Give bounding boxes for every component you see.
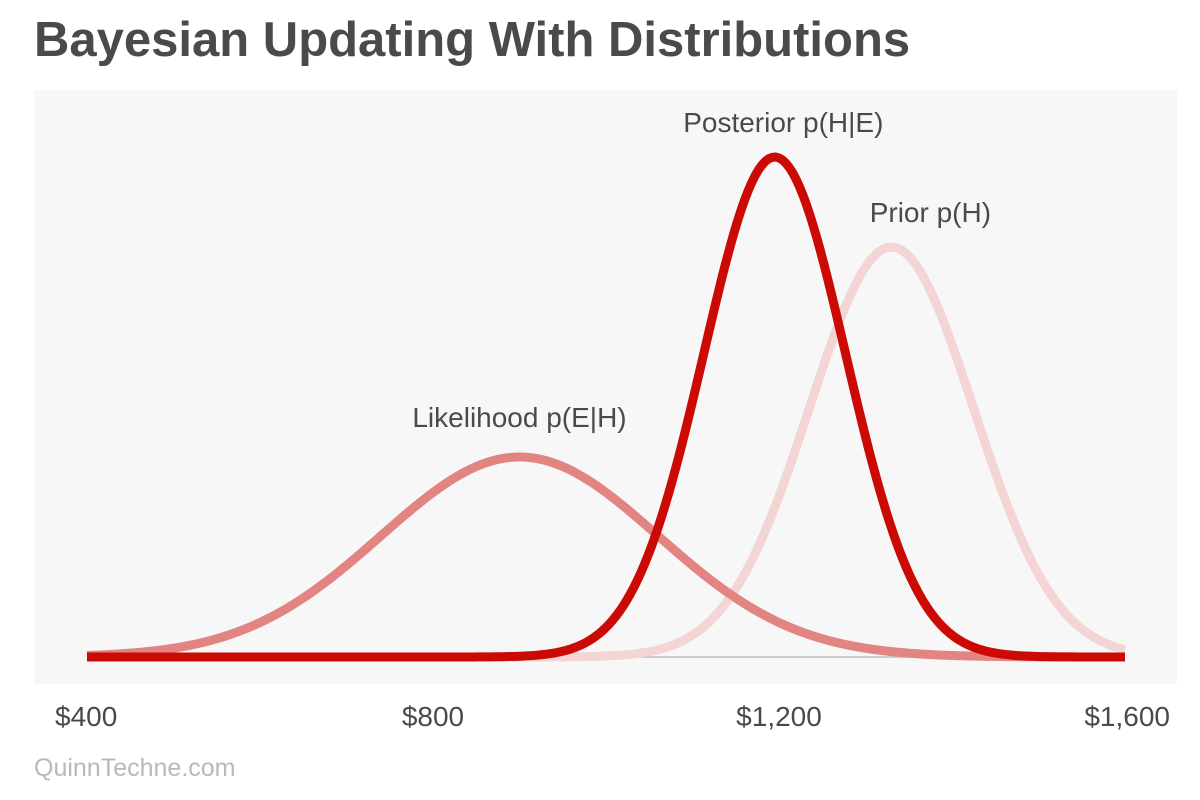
curve-posterior-p-h-e bbox=[85, 152, 1127, 662]
x-tick-label: $1,200 bbox=[736, 701, 822, 732]
label-prior-p-h: Prior p(H) bbox=[870, 197, 991, 228]
x-tick-label: $1,600 bbox=[1084, 701, 1170, 732]
chart-title: Bayesian Updating With Distributions bbox=[34, 13, 911, 67]
credit-text: QuinnTechne.com bbox=[34, 754, 236, 782]
label-likelihood-p-e-h: Likelihood p(E|H) bbox=[412, 402, 626, 433]
plot-area bbox=[34, 90, 1177, 684]
label-posterior-p-h-e: Posterior p(H|E) bbox=[683, 107, 883, 138]
x-tick-label: $400 bbox=[55, 701, 117, 732]
x-tick-label: $800 bbox=[402, 701, 464, 732]
series-labels: Prior p(H) Likelihood p(E|H) Posterior p(H… bbox=[412, 107, 991, 433]
curve-prior-p-h bbox=[85, 242, 1127, 662]
curve-likelihood-p-e-h bbox=[85, 452, 1127, 662]
x-tick-labels: $400 $800 $1,200 $1,600 bbox=[55, 701, 1170, 732]
series-curves bbox=[85, 152, 1127, 662]
